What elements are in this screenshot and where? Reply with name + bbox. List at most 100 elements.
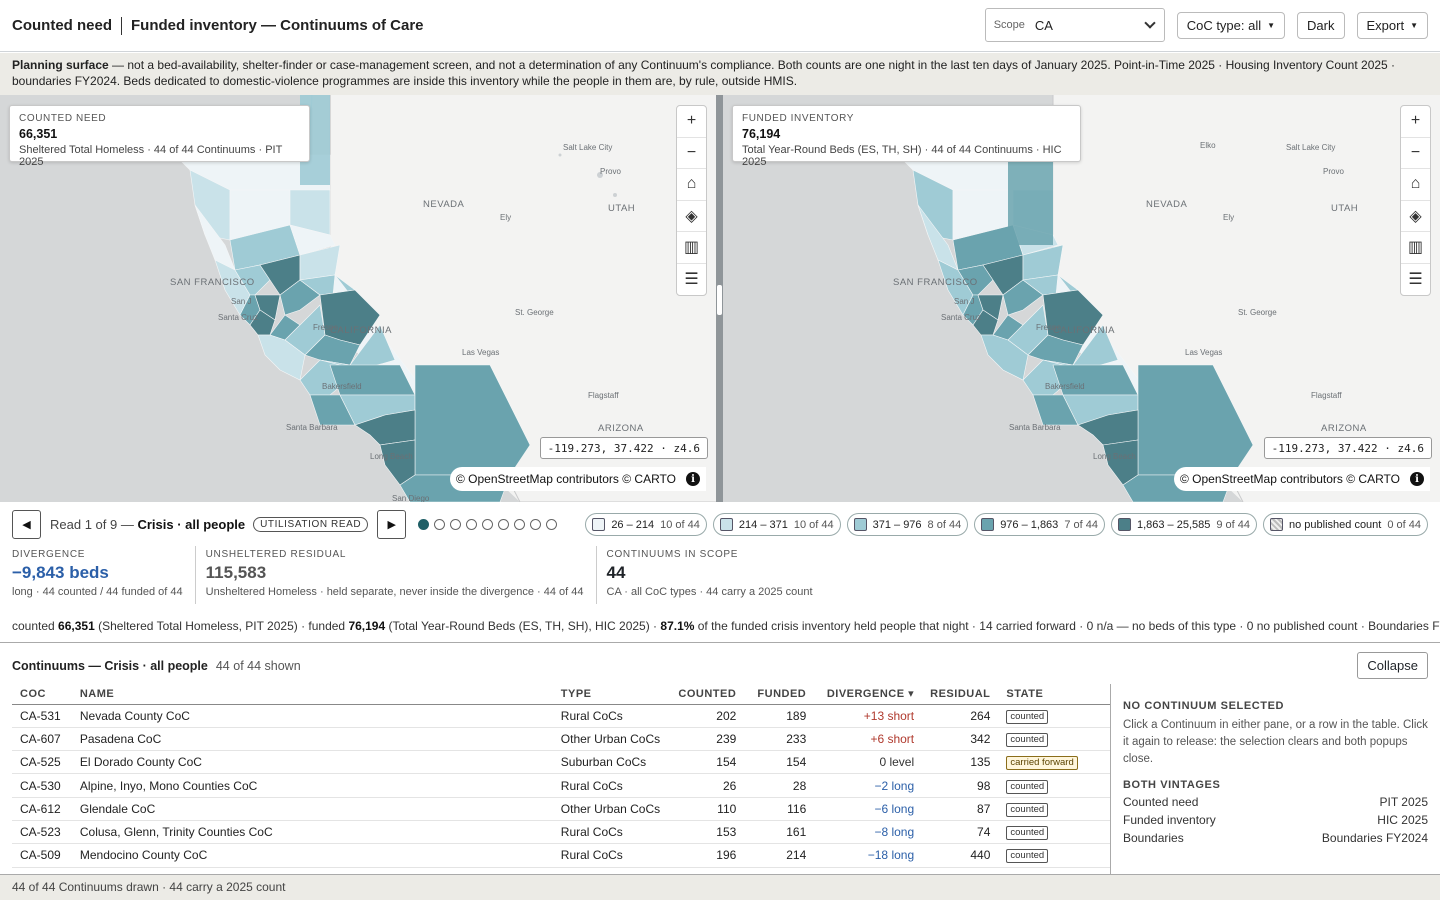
zoom-out-button[interactable]: − — [677, 138, 706, 169]
legend-count: 8 of 44 — [927, 518, 962, 531]
zoom-in-button[interactable]: + — [677, 106, 706, 138]
residual-value: 98 — [922, 773, 999, 798]
table-row[interactable]: CA-530 Alpine, Inyo, Mono Counties CoC Rur… — [12, 773, 1110, 798]
map-label-san-diego: San Diego — [392, 494, 430, 502]
residual-value: 87 — [922, 797, 999, 821]
coc-type-dropdown[interactable]: CoC type: all ▼ — [1176, 11, 1286, 39]
legend-class-5[interactable]: 1,863 – 25,585 9 of 44 — [1110, 513, 1257, 536]
funded-inventory-map[interactable]: NEVADA UTAH ARIZONA CALIFORNIA SAN FRANC… — [723, 95, 1440, 502]
residual-value: 115,583 — [205, 563, 267, 582]
status-badge: carried forward — [1006, 756, 1078, 771]
caret-down-icon: ▼ — [1267, 20, 1276, 30]
pager-dot[interactable] — [482, 518, 494, 530]
layers-button[interactable]: ◈ — [677, 201, 706, 232]
legend-class-6[interactable]: no published count 0 of 44 — [1263, 513, 1428, 536]
attribution-text: © OpenStreetMap contributors © CARTO — [456, 472, 676, 486]
coc-type: Suburban CoCs — [552, 750, 671, 775]
dark-mode-button[interactable]: Dark — [1297, 11, 1345, 39]
divergence-sub: long · 44 counted / 44 funded of 44 — [12, 586, 183, 598]
info-icon[interactable]: i — [1410, 472, 1424, 486]
vintages-heading: BOTH VINTAGES — [1123, 779, 1221, 791]
map-label-bakersfield: Bakersfield — [1045, 382, 1085, 391]
pager-dot[interactable] — [418, 518, 430, 530]
legend-class-4[interactable]: 976 – 1,863 7 of 44 — [974, 513, 1105, 536]
read-title: Read 1 of 9 — Crisis · all people — [50, 517, 245, 532]
counted-need-map[interactable]: NEVADA UTAH ARIZONA CALIFORNIA SAN FRANC… — [0, 95, 716, 502]
map-label-utah: UTAH — [1331, 203, 1359, 214]
column-header-divergence[interactable]: DIVERGENCE ▾ — [814, 684, 923, 705]
next-read-button[interactable]: ▶ — [377, 509, 407, 539]
pager-dot[interactable] — [434, 518, 446, 530]
layers-button[interactable]: ◈ — [1401, 201, 1430, 232]
column-header-type[interactable]: TYPE — [552, 684, 671, 705]
map-label-st-george: St. George — [1238, 308, 1277, 317]
coc-id: CA-523 — [12, 820, 72, 845]
table-row[interactable]: CA-525 El Dorado County CoC Suburban CoCs 1… — [12, 750, 1110, 775]
zoom-out-button[interactable]: − — [1401, 138, 1430, 169]
map-label-nevada: NEVADA — [1146, 199, 1188, 210]
map-label-provo: Provo — [600, 167, 621, 176]
status-footer: 44 of 44 Continuums drawn · 44 carry a 2… — [0, 874, 1440, 900]
state-cell: counted — [998, 704, 1110, 728]
choropleth-legend: 26 – 214 10 of 44 214 – 371 10 of 44 371 – 9… — [585, 513, 1428, 536]
map-label-santa-barbara: Santa Barbara — [1009, 423, 1061, 432]
column-header-coc[interactable]: COC — [12, 684, 72, 705]
map-attribution: © OpenStreetMap contributors © CARTO i — [450, 467, 706, 491]
zoom-in-button[interactable]: + — [1401, 106, 1430, 138]
table-row[interactable]: CA-509 Mendocino County CoC Rural CoCs 196 2… — [12, 843, 1110, 868]
pager-dot[interactable] — [514, 518, 526, 530]
basemap-button[interactable]: ▥ — [1401, 232, 1430, 264]
pager-dot[interactable] — [466, 518, 478, 530]
status-badge: counted — [1006, 826, 1049, 841]
legend-button[interactable]: ☰ — [677, 264, 706, 296]
read-name: Crisis · all people — [137, 516, 246, 532]
summary-text: of the funded crisis inventory held peop… — [694, 619, 1440, 633]
basemap-button[interactable]: ▥ — [677, 232, 706, 264]
legend-class-2[interactable]: 214 – 371 10 of 44 — [712, 513, 841, 536]
legend-class-3[interactable]: 371 – 976 8 of 44 — [846, 513, 969, 536]
scope-select[interactable]: Scope CA — [984, 8, 1165, 42]
scope-value: CA — [1034, 17, 1053, 33]
table-title-text: Continuums — Crisis · all people — [12, 659, 208, 673]
funded-inventory-basemap — [723, 95, 1440, 502]
vintage-value: HIC 2025 — [1377, 813, 1428, 827]
column-header-residual[interactable]: RESIDUAL — [922, 684, 999, 705]
pager-dot[interactable] — [450, 518, 462, 530]
table-row[interactable]: CA-612 Glendale CoC Other Urban CoCs 110 116… — [12, 797, 1110, 821]
collapse-button[interactable]: Collapse — [1357, 652, 1428, 679]
triangle-right-icon: ▶ — [387, 518, 396, 531]
legend-swatch — [592, 518, 606, 531]
pager-dot[interactable] — [546, 518, 558, 530]
map-label-san-jose: San J — [231, 297, 252, 306]
export-dropdown[interactable]: Export ▼ — [1356, 11, 1428, 39]
funded-value: 154 — [744, 750, 815, 775]
prev-read-button[interactable]: ◀ — [12, 509, 41, 539]
vintage-row: Boundaries Boundaries FY2024 — [1123, 831, 1428, 845]
pager-dot[interactable] — [530, 518, 542, 530]
home-icon: ⌂ — [686, 175, 697, 193]
scope-stat-sub: CA · all CoC types · 44 carry a 2025 cou… — [606, 586, 813, 598]
table-row[interactable]: CA-607 Pasadena CoC Other Urban CoCs 239 233… — [12, 727, 1110, 752]
column-header-funded[interactable]: FUNDED — [744, 684, 815, 705]
coc-name: Mendocino County CoC — [71, 843, 553, 868]
layers-icon: ◈ — [685, 207, 698, 225]
column-header-state[interactable]: STATE — [998, 684, 1110, 705]
info-icon[interactable]: i — [686, 472, 700, 486]
coordinate-readout: -119.273, 37.422 · z4.6 — [539, 437, 708, 459]
legend-class-1[interactable]: 26 – 214 10 of 44 — [585, 513, 707, 536]
column-header-counted[interactable]: COUNTED — [670, 684, 745, 705]
continuums-table: COC NAME TYPE COUNTED FUNDED DIVERGENCE ▾ RESI… — [12, 684, 1110, 868]
pane-divider-handle[interactable] — [716, 95, 723, 502]
infobox-subtitle: Total Year-Round Beds (ES, TH, SH) · 44 … — [742, 144, 1062, 168]
pager-dot[interactable] — [498, 518, 510, 530]
counted-value: 196 — [670, 843, 745, 868]
home-button[interactable]: ⌂ — [1401, 169, 1430, 201]
legend-button[interactable]: ☰ — [1401, 264, 1430, 296]
table-row[interactable]: CA-523 Colusa, Glenn, Trinity Counties Co… — [12, 820, 1110, 845]
list-icon: ☰ — [1408, 271, 1423, 289]
selection-detail-panel: NO CONTINUUM SELECTED Click a Continuum … — [1110, 684, 1440, 874]
column-header-name[interactable]: NAME — [71, 684, 553, 705]
table-row[interactable]: CA-531 Nevada County CoC Rural CoCs 202 189 +… — [12, 704, 1110, 728]
map-label-long-beach: Long Beach — [1093, 452, 1136, 461]
home-button[interactable]: ⌂ — [677, 169, 706, 201]
